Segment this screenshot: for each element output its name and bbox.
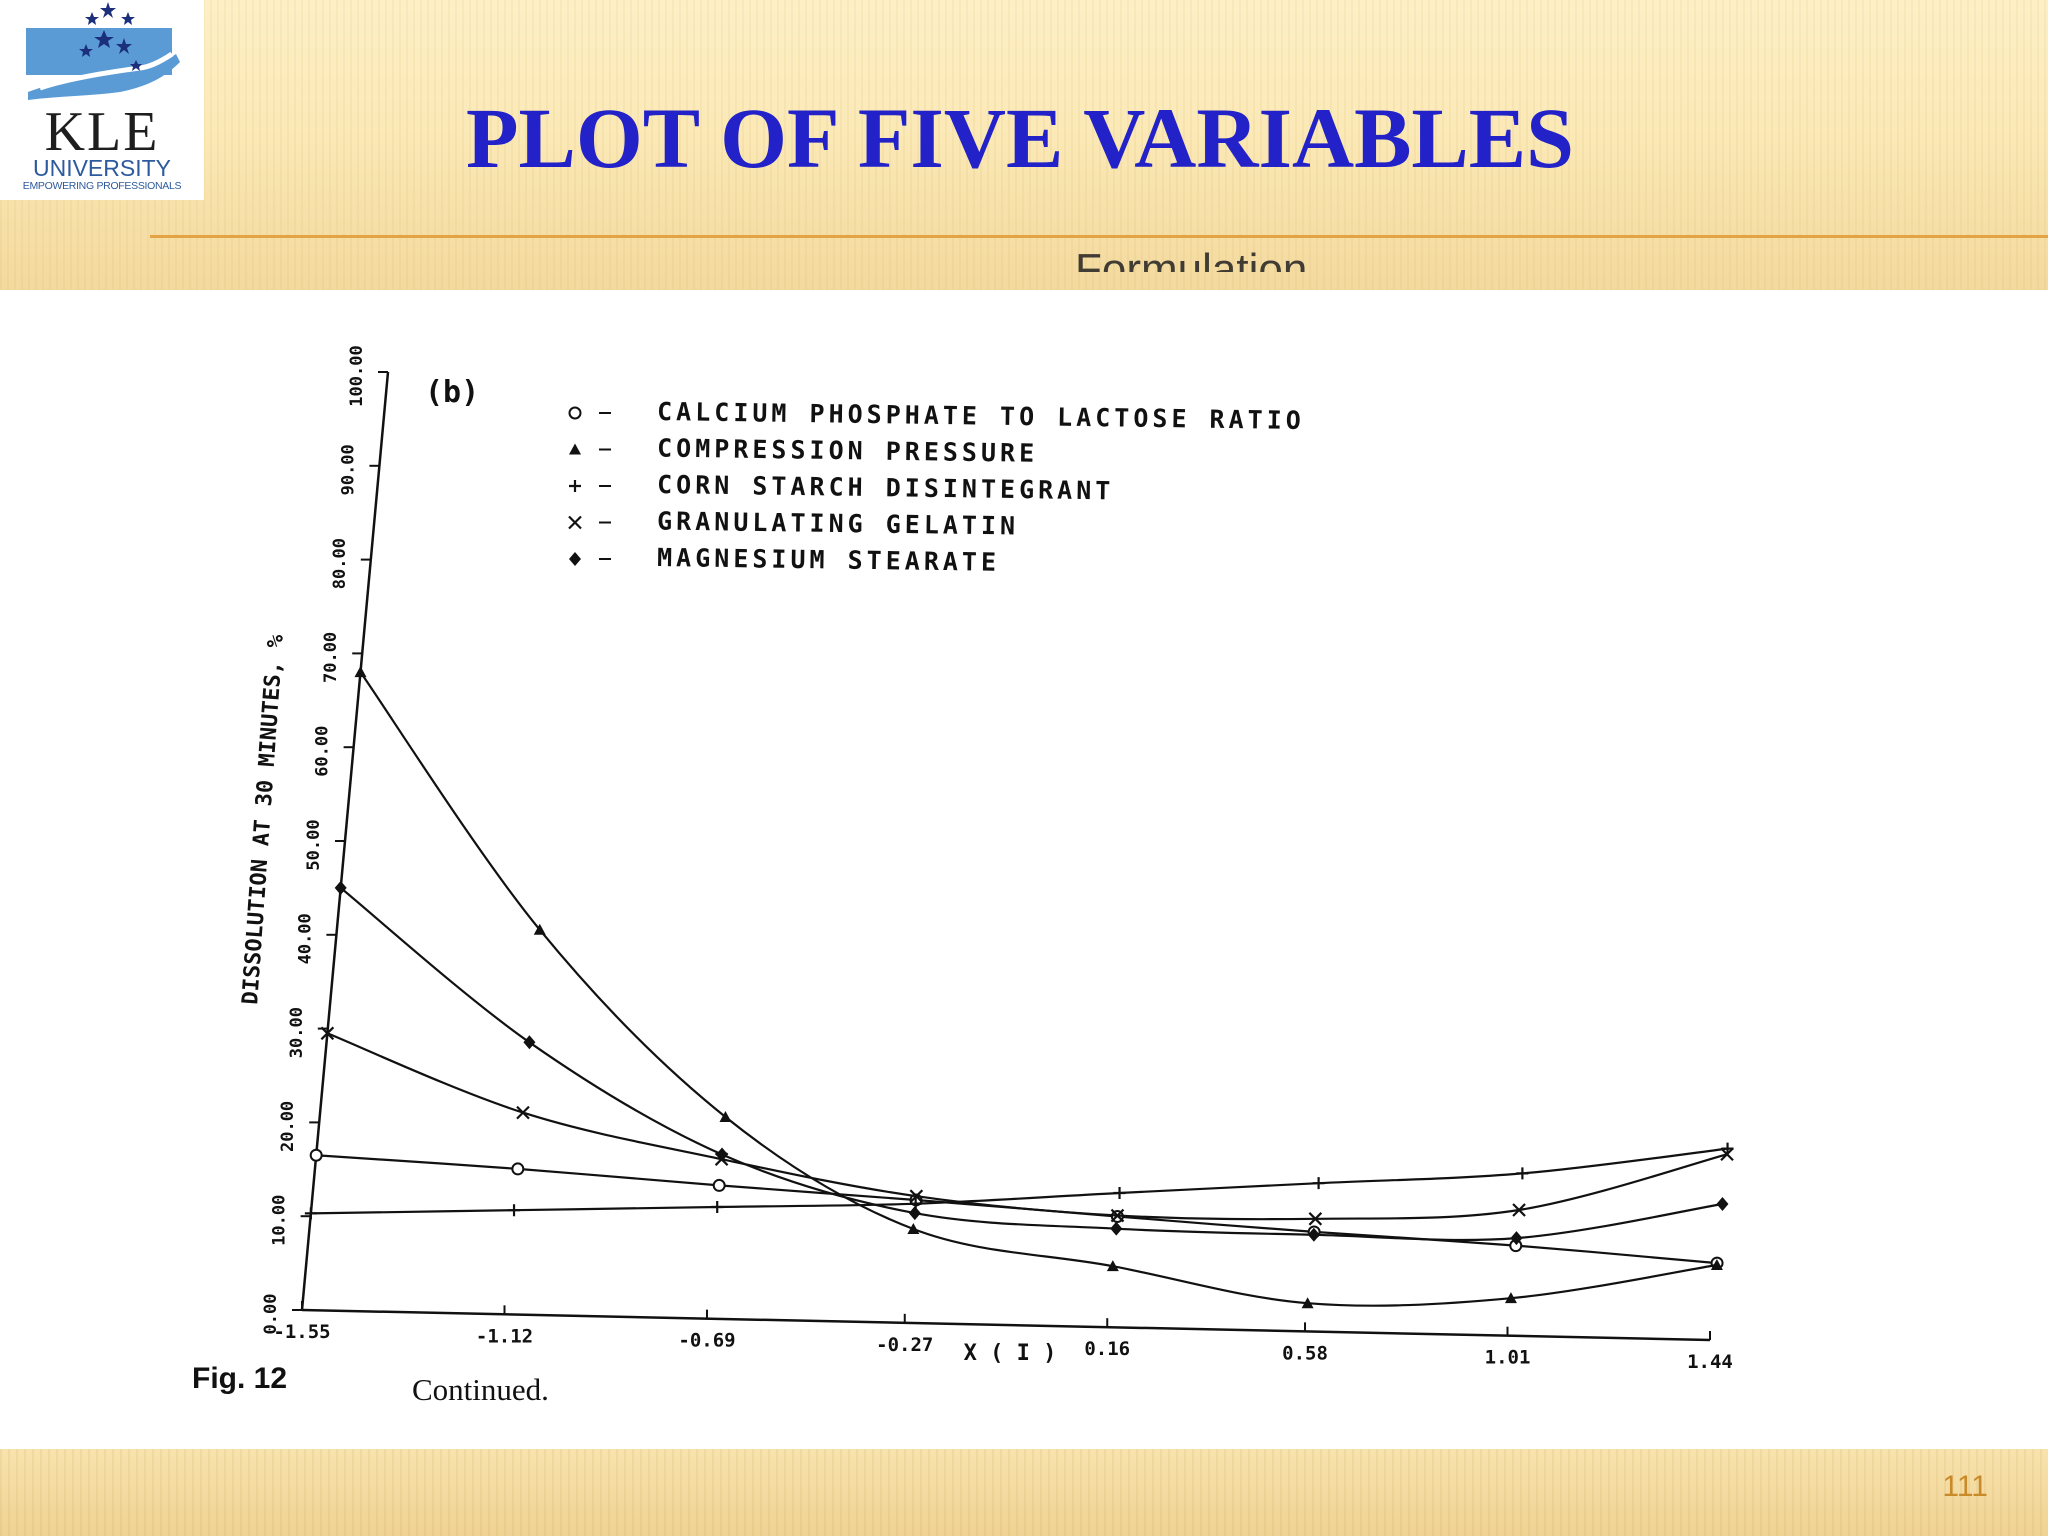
series-2-point (907, 1223, 920, 1235)
hand-with-stars-icon (26, 2, 180, 100)
series-3-point (1516, 1167, 1529, 1180)
series-3-point (1113, 1187, 1126, 1200)
x-tick-label: 0.58 (1282, 1342, 1328, 1364)
series-3-point (304, 1207, 317, 1220)
y-tick-label: 10.00 (270, 1195, 290, 1246)
series-2-point (1710, 1258, 1723, 1270)
figure-caption-text: Continued. (412, 1372, 549, 1407)
series-1-point (712, 1178, 726, 1192)
legend-label-4: GRANULATING GELATIN (657, 507, 1019, 541)
series-5-point (716, 1147, 729, 1162)
y-tick-label: 100.00 (347, 345, 367, 406)
series-4-point (1512, 1203, 1526, 1217)
cut-off-figure-title: Formulation (1075, 248, 1435, 272)
x-tick-label: -1.12 (476, 1325, 533, 1347)
series-1-point (309, 1148, 323, 1162)
x-tick-label: -1.55 (273, 1321, 330, 1343)
x-tick-label: 1.01 (1485, 1347, 1531, 1369)
y-tick-label: 0.00 (261, 1294, 281, 1335)
x-tick-label: 1.44 (1687, 1351, 1733, 1373)
x-tick-label: -0.27 (876, 1334, 933, 1356)
series-5-point (1307, 1227, 1320, 1242)
y-axis-label: DISSOLUTION AT 30 MINUTES, % (238, 633, 289, 1005)
series-5-point (334, 880, 347, 895)
slide-header (0, 0, 2048, 290)
figure-caption-label: Fig. 12 (192, 1362, 288, 1395)
series-4-point (1308, 1212, 1323, 1226)
page-number: 111 (1942, 1470, 1988, 1503)
legend-marker-4 (568, 515, 582, 530)
slide-footer: 111 (0, 1449, 2048, 1536)
series-line-4 (326, 1032, 1728, 1221)
kle-university-logo: KLE UNIVERSITY EMPOWERING PROFESSIONALS (0, 0, 204, 200)
series-line-5 (340, 887, 1723, 1242)
logo-name: KLE (44, 101, 160, 163)
x-tick-label: -0.69 (678, 1330, 735, 1352)
series-2-point (1504, 1292, 1517, 1304)
series-4-point (516, 1105, 530, 1120)
legend-label-1: CALCIUM PHOSPHATE TO LACTOSE RATIO (657, 397, 1305, 435)
x-axis-line (301, 1308, 1711, 1342)
series-5-point (1510, 1231, 1523, 1246)
panel-label: (b) (425, 375, 479, 410)
series-4-point (1720, 1147, 1734, 1162)
header-divider (150, 235, 2048, 238)
series-2-point (354, 666, 367, 678)
series-2-point (719, 1110, 732, 1122)
y-tick-label: 80.00 (330, 538, 350, 589)
series-line-3 (310, 1147, 1728, 1215)
series-3-point (1312, 1177, 1325, 1190)
logo-subtitle: UNIVERSITY (32, 155, 172, 181)
series-5-point (1716, 1196, 1729, 1211)
series-1-point (511, 1162, 525, 1176)
series-4-point (909, 1189, 924, 1203)
series-3-point (508, 1204, 521, 1217)
y-tick-label: 70.00 (321, 632, 341, 683)
y-tick-label: 20.00 (278, 1101, 298, 1152)
legend-marker-3 (569, 480, 581, 492)
y-tick-label: 60.00 (313, 726, 333, 777)
chart-plot-area: 0.00 10.00 20.00 30.00 40.00 50.00 60.00 70.00 8… (238, 345, 1734, 1373)
series-3-point (711, 1201, 724, 1214)
y-tick-label: 50.00 (304, 819, 324, 870)
logo-tagline: EMPOWERING PROFESSIONALS (22, 180, 182, 192)
series-4-point (1110, 1208, 1125, 1223)
dissolution-line-chart: 0.00 10.00 20.00 30.00 40.00 50.00 60.00 70.00 8… (238, 345, 1734, 1373)
slide-title: PLOT OF FIVE VARIABLES (466, 90, 1574, 186)
series-5-point (523, 1035, 536, 1050)
series-2-point (1106, 1260, 1119, 1272)
y-tick-label: 90.00 (338, 444, 358, 495)
legend-label-2: COMPRESSION PRESSURE (657, 434, 1038, 468)
legend-marker-2 (569, 443, 581, 455)
y-tick-label: 30.00 (287, 1007, 307, 1058)
legend-label-5: MAGNESIUM STEARATE (657, 543, 1000, 577)
series-5-point (1110, 1221, 1123, 1236)
legend-label-3: CORN STARCH DISINTEGRANT (657, 470, 1115, 505)
series-2-point (1301, 1297, 1314, 1309)
x-axis-label: X ( I ) (964, 1341, 1057, 1366)
series-2-point (533, 923, 546, 935)
y-tick-label: 40.00 (295, 913, 315, 964)
series-5-point (908, 1206, 921, 1221)
legend-marker-5 (569, 552, 581, 566)
series-4-point (320, 1026, 335, 1041)
legend-marker-1 (568, 406, 582, 420)
x-tick-label: 0.16 (1084, 1338, 1130, 1360)
